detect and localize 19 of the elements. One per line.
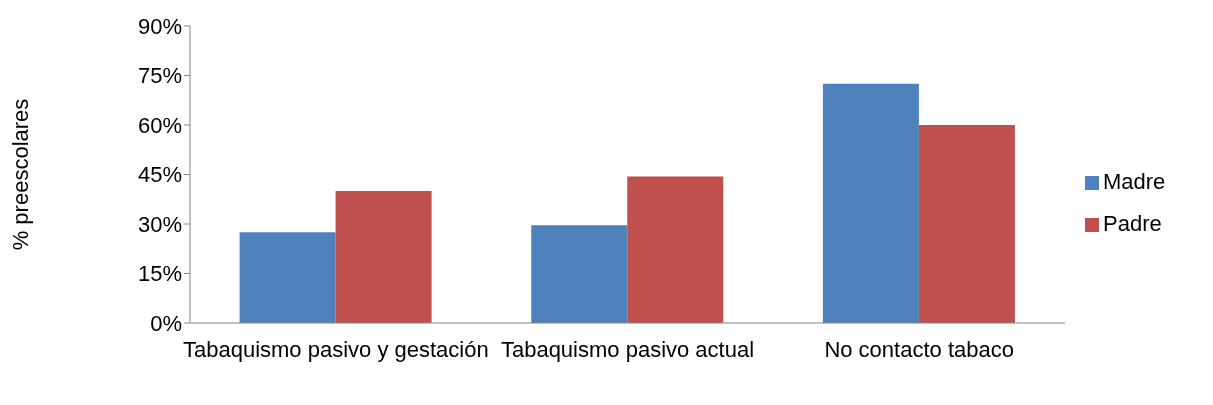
y-tick-label: 75%	[137, 63, 182, 89]
y-axis-title: % preescolares	[7, 98, 33, 251]
legend-label: Madre	[1103, 169, 1166, 194]
y-tick-label: 15%	[137, 261, 182, 287]
bar	[918, 125, 1015, 323]
bar	[627, 176, 724, 323]
x-tick-label: Tabaquismo pasivo actual	[500, 336, 755, 362]
bar	[335, 191, 432, 323]
x-tick-label: Tabaquismo pasivo y gestación	[182, 336, 489, 362]
y-tick-label: 60%	[137, 112, 182, 138]
y-tick-label: 30%	[137, 211, 182, 237]
y-tick-label: 90%	[137, 13, 182, 39]
bar	[531, 225, 628, 323]
bar	[822, 83, 919, 323]
legend-label: Padre	[1103, 211, 1162, 236]
y-tick-label: 45%	[137, 162, 182, 188]
bar	[239, 232, 336, 323]
x-tick-label: No contacto tabaco	[824, 336, 1014, 362]
y-tick-label: 0%	[150, 310, 182, 336]
